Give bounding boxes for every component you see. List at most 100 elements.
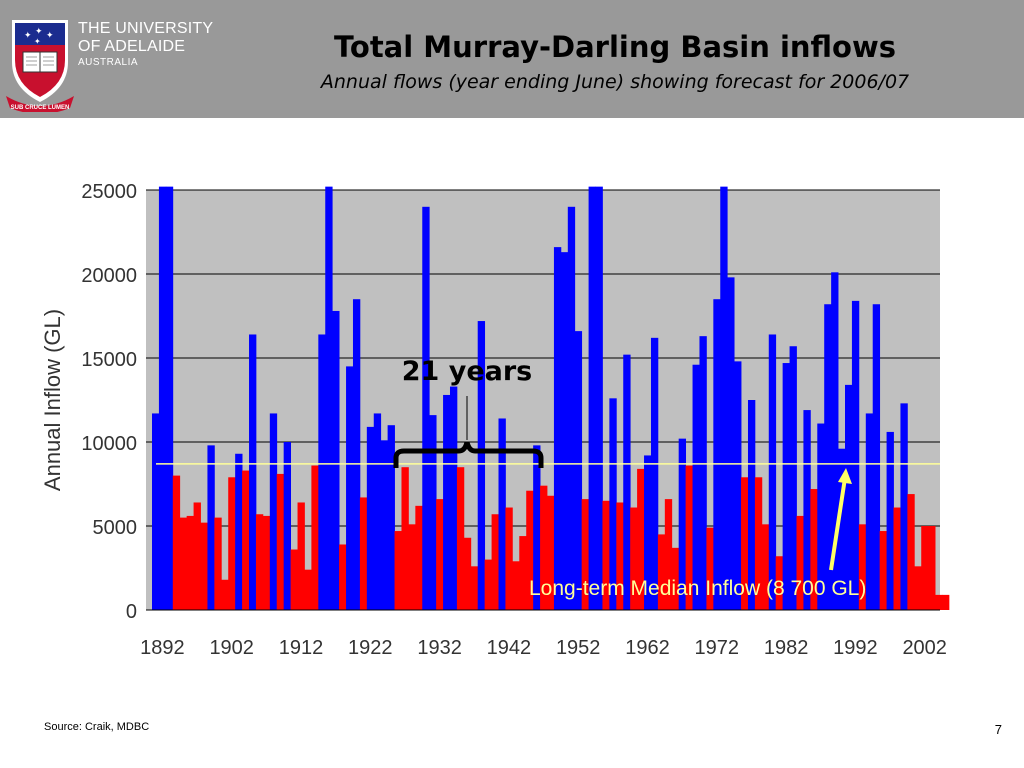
- year-bar: [644, 455, 652, 610]
- x-tick-label: 1902: [209, 637, 254, 659]
- year-bar: [720, 186, 728, 610]
- year-bar: [387, 425, 395, 610]
- year-bar: [242, 470, 250, 610]
- year-bar: [713, 299, 721, 610]
- y-axis-title: Annual Inflow (GL): [40, 309, 65, 491]
- year-bar: [581, 499, 589, 610]
- year-bar: [346, 366, 354, 610]
- university-crest-icon: ✦ ✦ ✦ ✦ SUB CRUCE LUMEN: [6, 20, 74, 112]
- year-bar: [872, 304, 881, 610]
- year-bar: [262, 515, 271, 610]
- year-bar: [152, 413, 160, 610]
- year-bar: [172, 475, 181, 610]
- x-tick-label: 1932: [417, 637, 462, 659]
- year-bar: [574, 331, 583, 610]
- year-bar: [401, 467, 409, 610]
- year-bar: [290, 549, 298, 610]
- year-bar: [255, 514, 264, 610]
- slide-header: ✦ ✦ ✦ ✦ SUB CRUCE LUMEN THE UNIVERSITY O…: [0, 0, 1024, 118]
- year-bar: [824, 304, 832, 610]
- year-bar: [789, 346, 797, 610]
- university-name: THE UNIVERSITY OF ADELAIDE AUSTRALIA: [78, 21, 213, 68]
- year-bar: [207, 445, 215, 610]
- year-bar: [165, 186, 174, 610]
- year-bar: [443, 394, 451, 610]
- year-bar: [602, 500, 610, 610]
- year-bar: [900, 403, 908, 610]
- median-arrow: [829, 477, 847, 571]
- year-bar: [519, 536, 527, 610]
- year-bar: [235, 453, 243, 610]
- year-bar: [193, 502, 201, 610]
- y-tick-label: 25000: [81, 181, 137, 203]
- year-bar: [533, 445, 541, 610]
- year-bar: [567, 206, 576, 611]
- year-bar: [380, 440, 389, 610]
- year-bar: [526, 490, 534, 610]
- year-bar: [373, 413, 382, 610]
- year-bar: [692, 364, 700, 610]
- year-bar: [747, 400, 756, 610]
- year-bar: [547, 495, 555, 610]
- year-bar: [339, 544, 347, 610]
- year-bar: [637, 468, 645, 610]
- year-bar: [768, 334, 777, 610]
- year-bar: [325, 186, 333, 610]
- year-bar: [408, 524, 416, 610]
- x-tick-label: 2002: [902, 637, 947, 659]
- median-label: Long-term Median Inflow (8 700 GL): [529, 577, 866, 600]
- year-bar: [359, 497, 368, 610]
- year-bar: [540, 485, 548, 610]
- bars: [152, 186, 950, 611]
- year-bar: [297, 502, 305, 610]
- year-bar: [553, 247, 562, 610]
- axes: 0 5000 10000 15000 20000 25000 1892 1902 1912 192…: [81, 181, 947, 659]
- year-bar: [470, 566, 479, 610]
- year-bar: [734, 361, 742, 610]
- year-bar: [498, 418, 506, 610]
- year-bar: [775, 556, 784, 610]
- x-tick-label: 1982: [764, 637, 809, 659]
- year-bar: [838, 448, 846, 610]
- year-bar: [727, 277, 735, 610]
- year-bar: [914, 566, 922, 610]
- year-bar: [228, 477, 236, 610]
- year-bar: [491, 514, 499, 610]
- university-name-line2: OF ADELAIDE: [78, 38, 186, 55]
- x-tick-label: 1922: [348, 637, 393, 659]
- median-arrow-head-icon: [838, 468, 852, 484]
- year-bar: [907, 494, 915, 610]
- x-tick-label: 1962: [625, 637, 670, 659]
- year-bar: [283, 442, 291, 610]
- year-bar: [616, 502, 624, 610]
- slide-subtitle: Annual flows (year ending June) showing …: [320, 71, 910, 93]
- year-bar: [782, 363, 790, 610]
- year-bar: [505, 507, 513, 610]
- year-bar: [886, 431, 894, 610]
- year-bar: [678, 438, 687, 610]
- year-bar: [754, 477, 763, 610]
- university-name-line3: AUSTRALIA: [78, 57, 139, 68]
- x-tick-label: 1942: [487, 637, 532, 659]
- year-bar: [304, 569, 312, 610]
- year-bar: [845, 384, 853, 610]
- year-bar: [761, 524, 770, 610]
- year-bar: [817, 423, 825, 610]
- year-bar: [879, 531, 887, 610]
- year-bar: [588, 186, 596, 610]
- year-bar: [463, 537, 472, 610]
- year-bar: [352, 299, 361, 610]
- x-tick-label: 1972: [695, 637, 740, 659]
- year-bar: [269, 413, 278, 610]
- year-bar: [318, 334, 326, 610]
- year-bar: [595, 186, 603, 610]
- year-bar: [332, 310, 340, 610]
- year-bar: [671, 547, 680, 610]
- year-bar: [893, 507, 901, 610]
- year-bar: [803, 410, 811, 610]
- year-bar: [942, 594, 950, 610]
- inflow-bar-chart: 0 5000 10000 15000 20000 25000 1892 1902 1912 192…: [40, 181, 950, 659]
- year-bar: [436, 499, 444, 610]
- year-bar: [858, 524, 867, 610]
- year-bar: [865, 413, 874, 610]
